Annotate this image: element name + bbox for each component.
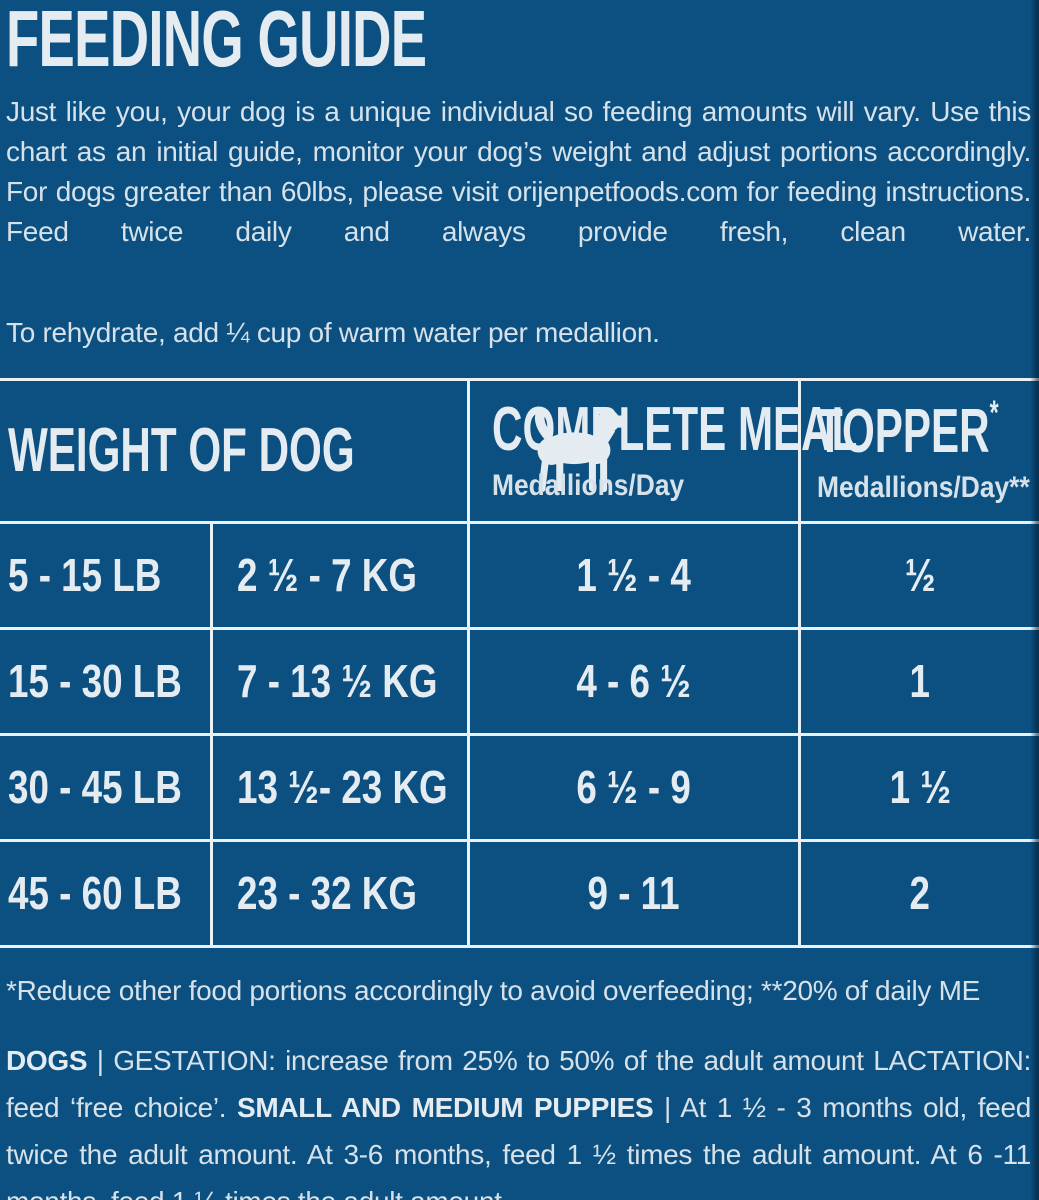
page-title-text: FEEDING GUIDE — [6, 0, 427, 83]
topper-header: TOPPER* Medallions/Day** — [801, 381, 1039, 521]
topper-unit: Medallions/Day** — [817, 471, 1030, 505]
complete-meal-cell: 6 ½ - 9 — [470, 735, 801, 839]
table-row: 45 - 60 LB 23 - 32 KG 9 - 11 2 — [0, 838, 1039, 945]
weight-kg-cell: 2 ½ - 7 KG — [213, 523, 470, 627]
page-title: FEEDING GUIDE — [6, 0, 1039, 83]
weight-kg-cell: 23 - 32 KG — [213, 841, 470, 945]
gestation-text: GESTATION: increase from 25% to 50% of t… — [6, 1044, 1031, 1123]
weight-of-dog-label: WEIGHT OF DOG — [8, 416, 355, 486]
table-row: 30 - 45 LB 13 ½- 23 KG 6 ½ - 9 1 ½ — [0, 732, 1039, 839]
puppies-text: | At 1 ½ - 3 months old, feed twice the … — [6, 1091, 1032, 1200]
puppies-label: SMALL AND MEDIUM PUPPIES — [236, 1091, 654, 1123]
table-row: 5 - 15 LB 2 ½ - 7 KG 1 ½ - 4 ½ — [0, 520, 1039, 627]
rehydrate-note: To rehydrate, add ¼ cup of warm water pe… — [6, 316, 660, 348]
feeding-table: WEIGHT OF DOG — [0, 377, 1039, 948]
weight-of-dog-header: WEIGHT OF DOG — [0, 380, 627, 521]
topper-cell: 1 ½ — [889, 761, 951, 814]
feeding-table-header: WEIGHT OF DOG — [0, 380, 1039, 521]
weight-lb-cell: 15 - 30 LB — [0, 629, 213, 733]
dogs-label: DOGS — [6, 1044, 88, 1076]
weight-lb-cell: 5 - 15 LB — [0, 523, 213, 627]
complete-meal-header: COMPLETE MEAL Medallions/Day — [470, 380, 858, 521]
complete-meal-unit: Medallions/Day — [492, 468, 685, 502]
topper-footnote-mark: * — [989, 394, 999, 433]
intro-paragraph: Just like you, your dog is a unique indi… — [6, 95, 1031, 247]
feeding-notes: DOGS | GESTATION: increase from 25% to 5… — [6, 1037, 1031, 1200]
complete-meal-cell: 4 - 6 ½ — [470, 629, 801, 733]
complete-meal-cell: 1 ½ - 4 — [470, 523, 801, 627]
complete-meal-cell: 9 - 11 — [470, 841, 801, 945]
complete-meal-label: COMPLETE MEAL — [492, 394, 858, 464]
dog-icon — [518, 398, 630, 504]
topper-cell: 1 — [909, 655, 931, 708]
topper-cell: ½ — [904, 549, 936, 602]
topper-label: TOPPER* — [817, 394, 999, 467]
weight-kg-cell: 13 ½- 23 KG — [213, 735, 470, 839]
weight-lb-cell: 30 - 45 LB — [0, 735, 213, 839]
weight-lb-cell: 45 - 60 LB — [0, 841, 213, 945]
table-row: 15 - 30 LB 7 - 13 ½ KG 4 - 6 ½ 1 — [0, 626, 1039, 733]
notes-separator: | — [87, 1044, 114, 1076]
table-footnote: *Reduce other food portions accordingly … — [6, 974, 981, 1006]
topper-cell: 2 — [909, 867, 931, 920]
weight-kg-cell: 7 - 13 ½ KG — [213, 629, 470, 733]
